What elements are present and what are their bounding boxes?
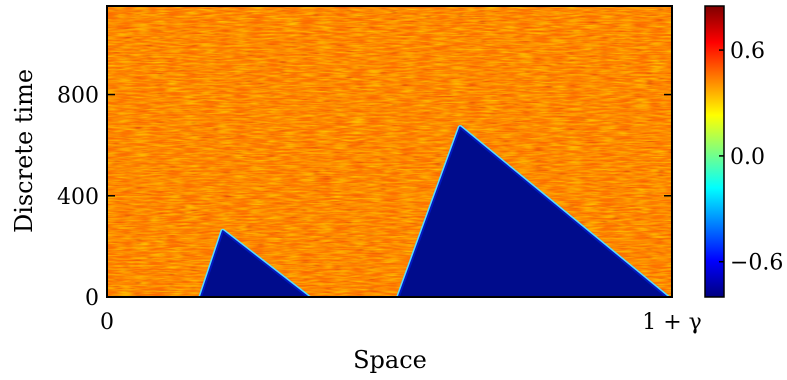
colorbar-tick-label: 0.6 (730, 39, 765, 64)
x-axis-label: Space (353, 346, 427, 374)
x-tick-label: 0 (100, 310, 114, 335)
region-1 (199, 230, 310, 297)
colorbar-tick-label: −0.6 (730, 251, 783, 276)
y-tick-label: 800 (57, 84, 99, 109)
plot-area (107, 6, 672, 297)
colorbar (704, 5, 725, 298)
x-tick-label: 1 + γ (642, 310, 702, 335)
plot-frame (106, 5, 673, 298)
y-tick-label: 0 (85, 286, 99, 311)
colorbar-tick-label: 0.0 (730, 145, 765, 170)
region-2 (397, 126, 669, 297)
y-axis-label: Discrete time (10, 69, 38, 233)
y-tick-label: 400 (57, 185, 99, 210)
